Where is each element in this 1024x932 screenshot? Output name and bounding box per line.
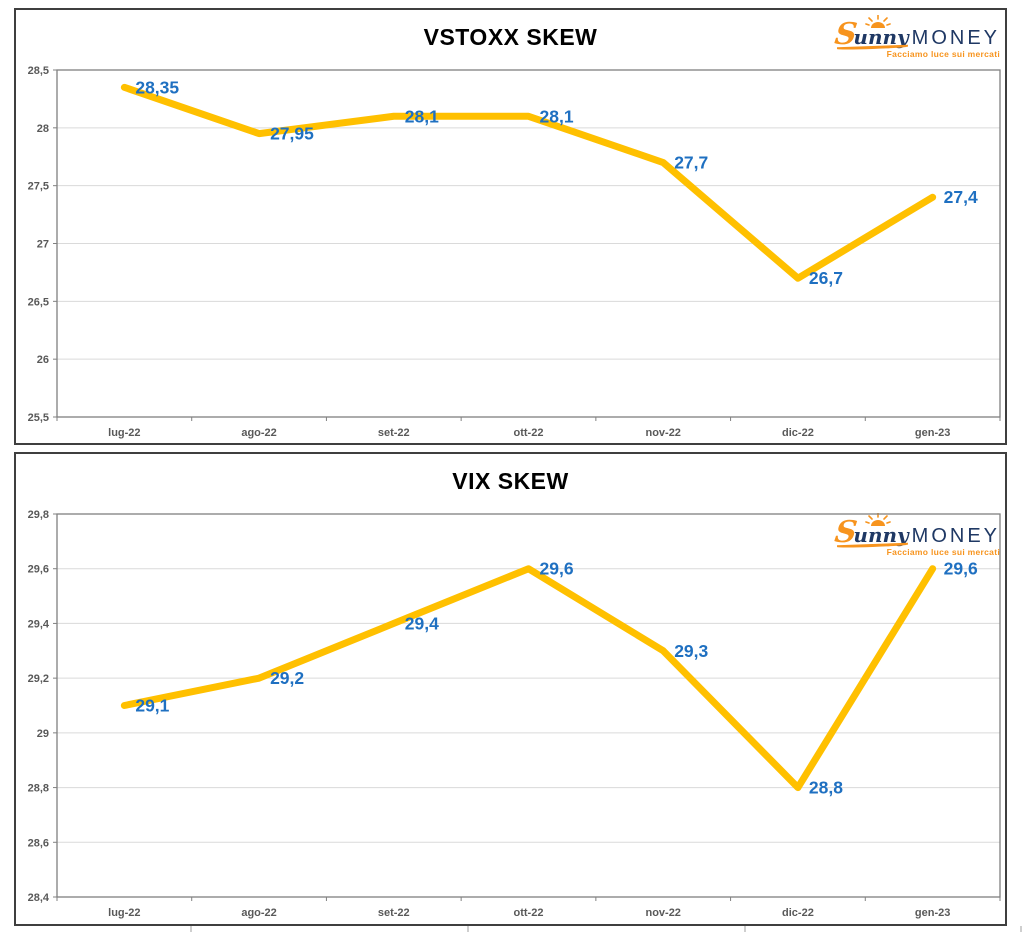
data-label: 28,1 [540, 106, 574, 126]
y-tick-label: 29,2 [28, 673, 49, 685]
y-tick-label: 29,4 [28, 618, 50, 630]
data-label: 29,6 [540, 559, 574, 579]
y-tick-label: 26 [37, 354, 49, 366]
logo-wordmark: S unny MONEY [832, 512, 1000, 550]
data-line [120, 565, 937, 792]
data-label: 29,2 [270, 668, 304, 688]
data-label: 26,7 [809, 268, 843, 288]
data-label: 29,6 [944, 559, 978, 579]
data-label: 28,8 [809, 778, 843, 798]
y-tick-label: 26,5 [28, 296, 49, 308]
y-tick-label: 29,6 [28, 564, 49, 576]
brand-caps: MONEY [911, 27, 1000, 49]
y-tick-label: 28,6 [28, 837, 49, 849]
data-line [120, 83, 937, 282]
vix-skew-chart: VIX SKEW S unny MONEY Facciamo luc [14, 452, 1007, 926]
page-bottom-tick [1020, 926, 1022, 932]
y-tick-label: 28 [37, 123, 49, 135]
x-tick-label: set-22 [378, 427, 410, 439]
y-tick-label: 29,8 [28, 509, 49, 521]
x-tick-label: set-22 [378, 907, 410, 919]
data-label: 27,7 [674, 153, 708, 173]
x-tick-label: ago-22 [241, 907, 276, 919]
data-label: 28,35 [135, 77, 179, 97]
x-tick-label: ott-22 [514, 907, 544, 919]
sunnymoney-logo: S unny MONEY Facciamo luce sui mercati [832, 512, 1000, 557]
page-bottom-tick [467, 926, 469, 932]
y-tick-label: 28,5 [28, 65, 49, 77]
data-label: 29,1 [135, 696, 169, 716]
y-tick-label: 25,5 [28, 412, 49, 424]
brand-tagline: Facciamo luce sui mercati [886, 49, 1000, 59]
plot-border [56, 69, 1001, 418]
brand-script-rest: unny [853, 523, 909, 547]
brand-script-rest: unny [853, 25, 909, 49]
x-tick-label: ago-22 [241, 427, 276, 439]
y-tick-label: 27 [37, 239, 49, 251]
x-tick-label: nov-22 [645, 907, 680, 919]
brand-tagline: Facciamo luce sui mercati [886, 547, 1000, 557]
y-tick-label: 29 [37, 728, 49, 740]
chart-title: VSTOXX SKEW [423, 24, 598, 50]
x-tick-label: lug-22 [108, 427, 140, 439]
vix-plot-area: 29,8 29,6 29,4 29,2 29 28,8 28,6 28,4 lug-22 ago-… [28, 509, 1001, 919]
x-tick-label: nov-22 [645, 427, 680, 439]
data-label: 27,4 [944, 187, 978, 207]
data-label: 29,4 [405, 613, 439, 633]
logo-wordmark: S unny MONEY [832, 14, 1000, 52]
x-tick-label: dic-22 [782, 907, 814, 919]
x-tick-label: gen-23 [915, 427, 950, 439]
y-tick-label: 27,5 [28, 181, 49, 193]
data-label: 29,3 [674, 641, 708, 661]
x-tick-label: ott-22 [514, 427, 544, 439]
y-tick-label: 28,4 [28, 892, 50, 904]
data-label: 28,1 [405, 106, 439, 126]
plot-border [56, 513, 1001, 898]
x-tick-label: lug-22 [108, 907, 140, 919]
brand-caps: MONEY [911, 525, 1000, 547]
chart-title: VIX SKEW [452, 468, 569, 494]
data-label: 27,95 [270, 124, 314, 144]
page-bottom-tick [190, 926, 192, 932]
vstoxx-skew-chart: VSTOXX SKEW S unny MONEY Facciamo [14, 8, 1007, 445]
x-tick-label: gen-23 [915, 907, 950, 919]
page-bottom-tick [744, 926, 746, 932]
x-tick-label: dic-22 [782, 427, 814, 439]
vstoxx-plot-area: 28,5 28 27,5 27 26,5 26 25,5 lug-22 ago-22 set-22… [28, 65, 1001, 439]
sunnymoney-logo: S unny MONEY Facciamo luce sui mercati [832, 14, 1000, 59]
y-tick-label: 28,8 [28, 783, 49, 795]
